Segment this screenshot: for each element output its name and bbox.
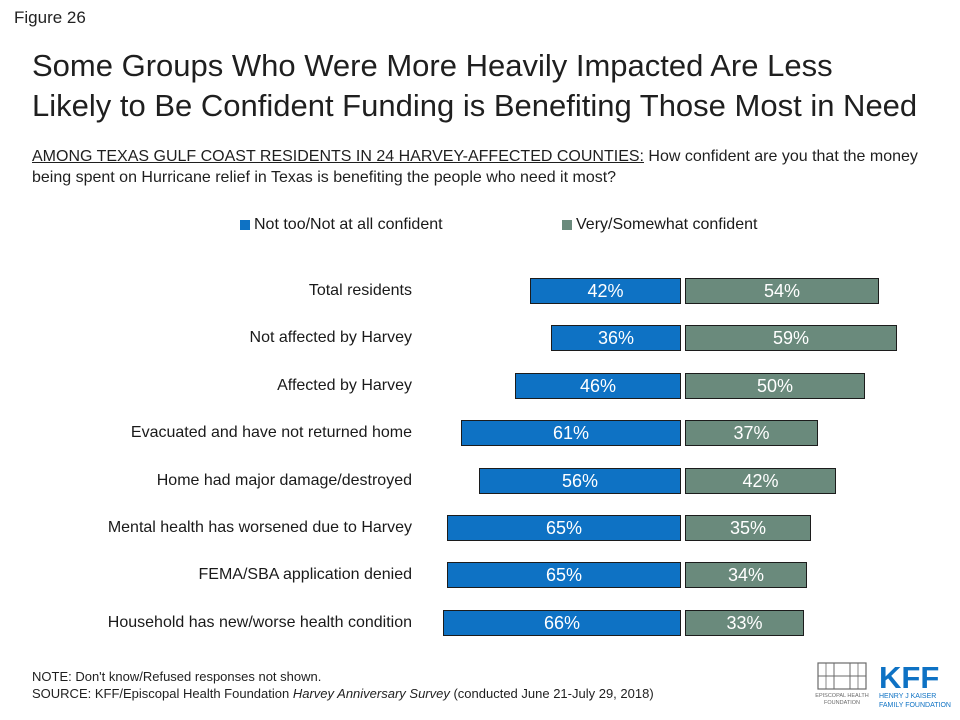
bar-not-confident: 66% (443, 610, 681, 636)
title-line-2: Likely to Be Confident Funding is Benefi… (32, 88, 918, 123)
bar-not-confident: 65% (447, 515, 681, 541)
bar-confident: 34% (685, 562, 807, 588)
legend-swatch-not-confident (240, 220, 250, 230)
bar-confident: 42% (685, 468, 836, 494)
chart-subtitle: AMONG TEXAS GULF COAST RESIDENTS IN 24 H… (32, 146, 932, 188)
bar-not-confident: 46% (515, 373, 681, 399)
legend-item-not-confident: Not too/Not at all confident (240, 216, 443, 234)
bar-not-confident: 36% (551, 325, 681, 351)
bar-not-confident: 56% (479, 468, 681, 494)
bar-not-confident: 42% (530, 278, 681, 304)
bar-confident: 35% (685, 515, 811, 541)
legend-swatch-confident (562, 220, 572, 230)
category-label: Not affected by Harvey (249, 329, 412, 346)
category-label: FEMA/SBA application denied (198, 566, 412, 583)
bar-confident: 33% (685, 610, 804, 636)
kff-logo-line-1: HENRY J KAISER (879, 693, 936, 700)
title-line-1: Some Groups Who Were More Heavily Impact… (32, 48, 833, 83)
category-label: Affected by Harvey (277, 377, 412, 394)
episcopal-health-foundation-logo: EPISCOPAL HEALTH FOUNDATION (815, 662, 869, 706)
page-title: Some Groups Who Were More Heavily Impact… (32, 46, 952, 126)
figure-label: Figure 26 (14, 8, 86, 27)
bar-not-confident: 65% (447, 562, 681, 588)
subtitle-population: AMONG TEXAS GULF COAST RESIDENTS IN 24 H… (32, 148, 644, 165)
category-label: Mental health has worsened due to Harvey (107, 519, 412, 536)
ehf-logo-text-1: EPISCOPAL HEALTH (815, 693, 868, 699)
category-label: Home had major damage/destroyed (156, 472, 412, 489)
category-label: Evacuated and have not returned home (130, 424, 412, 441)
chart-legend: Not too/Not at all confident Very/Somewh… (0, 216, 960, 236)
note-text: NOTE: Don't know/Refused responses not s… (32, 669, 322, 684)
kff-logo: KFF HENRY J KAISER FAMILY FOUNDATION (879, 660, 951, 709)
legend-label-not-confident: Not too/Not at all confident (254, 216, 443, 233)
subtitle-question: How confident are you that the money bei… (32, 148, 918, 186)
bar-confident: 54% (685, 278, 879, 304)
bar-confident: 50% (685, 373, 865, 399)
category-label: Household has new/worse health condition (107, 614, 412, 631)
footer-notes: NOTE: Don't know/Refused responses not s… (32, 668, 654, 702)
bar-not-confident: 61% (461, 420, 681, 446)
source-suffix: (conducted June 21-July 29, 2018) (449, 686, 654, 701)
bar-confident: 59% (685, 325, 897, 351)
ehf-logo-text-2: FOUNDATION (824, 700, 860, 706)
legend-item-confident: Very/Somewhat confident (562, 216, 757, 234)
kff-logo-line-2: FAMILY FOUNDATION (879, 702, 951, 709)
category-label: Total residents (308, 282, 412, 299)
legend-label-confident: Very/Somewhat confident (576, 216, 758, 233)
source-prefix: SOURCE: KFF/Episcopal Health Foundation (32, 686, 293, 701)
source-text: SOURCE: KFF/Episcopal Health Foundation … (32, 685, 654, 702)
kff-logo-mark: KFF (879, 660, 939, 695)
source-survey-name: Harvey Anniversary Survey (292, 686, 450, 701)
bar-confident: 37% (685, 420, 818, 446)
